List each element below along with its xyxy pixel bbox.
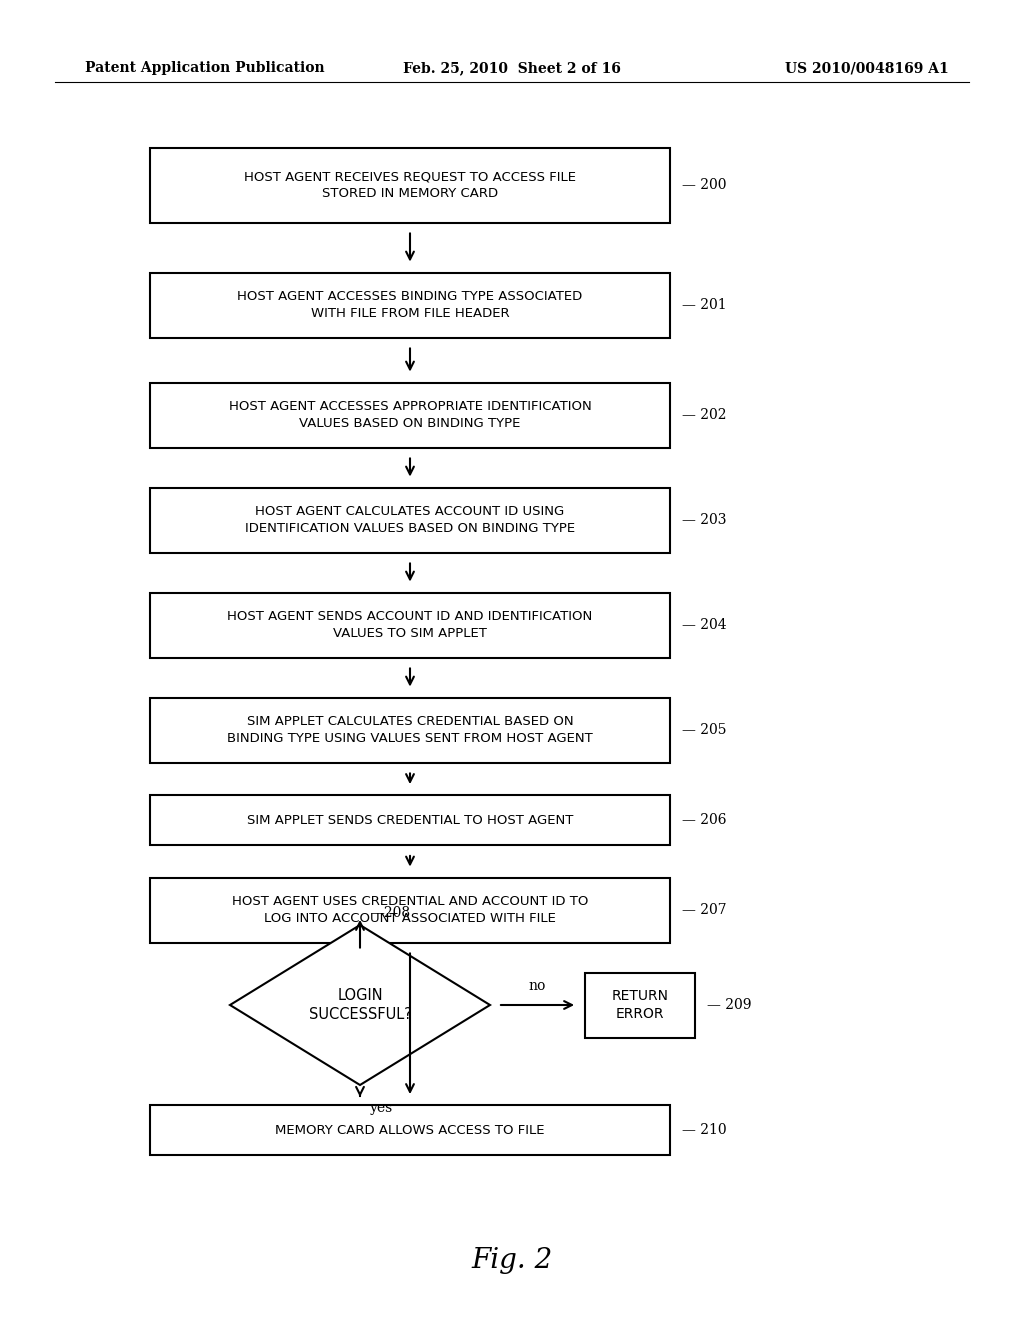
Text: SIM APPLET CALCULATES CREDENTIAL BASED ON
BINDING TYPE USING VALUES SENT FROM HO: SIM APPLET CALCULATES CREDENTIAL BASED O… [227, 715, 593, 744]
Text: HOST AGENT ACCESSES APPROPRIATE IDENTIFICATION
VALUES BASED ON BINDING TYPE: HOST AGENT ACCESSES APPROPRIATE IDENTIFI… [228, 400, 592, 430]
Bar [150, 487, 670, 553]
Text: HOST AGENT USES CREDENTIAL AND ACCOUNT ID TO
LOG INTO ACCOUNT ASSOCIATED WITH FI: HOST AGENT USES CREDENTIAL AND ACCOUNT I… [231, 895, 588, 925]
Text: — 205: — 205 [682, 723, 726, 737]
Text: US 2010/0048169 A1: US 2010/0048169 A1 [785, 61, 949, 75]
Bar [585, 973, 695, 1038]
Text: — 202: — 202 [682, 408, 726, 422]
Text: HOST AGENT SENDS ACCOUNT ID AND IDENTIFICATION
VALUES TO SIM APPLET: HOST AGENT SENDS ACCOUNT ID AND IDENTIFI… [227, 610, 593, 640]
Bar [150, 148, 670, 223]
Text: MEMORY CARD ALLOWS ACCESS TO FILE: MEMORY CARD ALLOWS ACCESS TO FILE [275, 1123, 545, 1137]
Bar [150, 795, 670, 845]
Text: HOST AGENT ACCESSES BINDING TYPE ASSOCIATED
WITH FILE FROM FILE HEADER: HOST AGENT ACCESSES BINDING TYPE ASSOCIA… [238, 290, 583, 319]
Text: Patent Application Publication: Patent Application Publication [85, 61, 325, 75]
Polygon shape [230, 925, 490, 1085]
Text: — 200: — 200 [682, 178, 726, 191]
Text: no: no [528, 979, 546, 993]
Text: Fig. 2: Fig. 2 [471, 1246, 553, 1274]
Bar [150, 697, 670, 763]
Text: LOGIN
SUCCESSFUL?: LOGIN SUCCESSFUL? [308, 987, 412, 1023]
Text: — 203: — 203 [682, 513, 726, 527]
Text: —208: —208 [370, 906, 411, 920]
Text: HOST AGENT RECEIVES REQUEST TO ACCESS FILE
STORED IN MEMORY CARD: HOST AGENT RECEIVES REQUEST TO ACCESS FI… [244, 170, 575, 201]
Text: yes: yes [370, 1101, 393, 1115]
Text: — 209: — 209 [707, 998, 752, 1012]
Text: Feb. 25, 2010  Sheet 2 of 16: Feb. 25, 2010 Sheet 2 of 16 [403, 61, 621, 75]
Text: — 204: — 204 [682, 618, 727, 632]
Bar [150, 878, 670, 942]
Text: RETURN
ERROR: RETURN ERROR [611, 989, 669, 1022]
Bar [150, 1105, 670, 1155]
Text: — 210: — 210 [682, 1123, 727, 1137]
Text: — 207: — 207 [682, 903, 727, 917]
Bar [150, 272, 670, 338]
Text: — 206: — 206 [682, 813, 726, 828]
Text: — 201: — 201 [682, 298, 727, 312]
Text: SIM APPLET SENDS CREDENTIAL TO HOST AGENT: SIM APPLET SENDS CREDENTIAL TO HOST AGEN… [247, 813, 573, 826]
Bar [150, 593, 670, 657]
Text: HOST AGENT CALCULATES ACCOUNT ID USING
IDENTIFICATION VALUES BASED ON BINDING TY: HOST AGENT CALCULATES ACCOUNT ID USING I… [245, 506, 575, 535]
Bar [150, 383, 670, 447]
